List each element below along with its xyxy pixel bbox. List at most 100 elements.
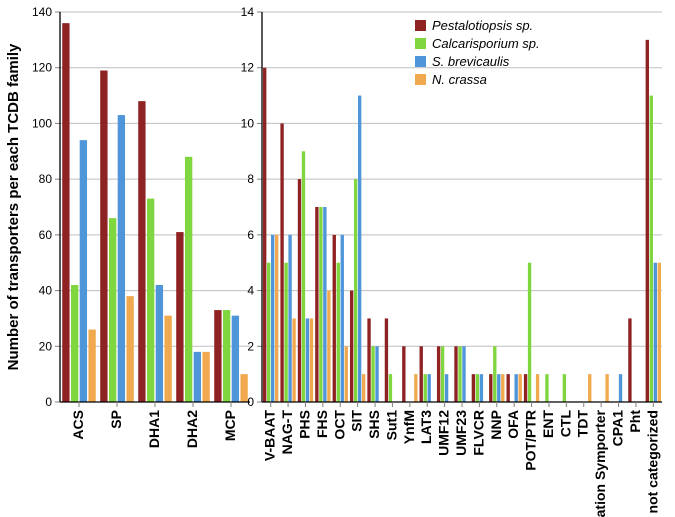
y-tick-label: 60 — [39, 228, 53, 242]
bar — [524, 374, 527, 402]
y-tick-label: 2 — [247, 339, 254, 353]
bar — [288, 235, 291, 402]
bar — [194, 352, 201, 402]
bar — [88, 330, 95, 402]
x-tick-label: OCT — [331, 410, 347, 440]
bar — [518, 374, 521, 402]
legend-label: Calcarisporium sp. — [432, 36, 540, 51]
x-tick-label: UMF23 — [453, 410, 469, 456]
x-tick-label: V-BAAT — [262, 410, 278, 462]
x-tick-label: DHA1 — [146, 410, 162, 448]
bar — [214, 310, 221, 402]
legend-swatch — [415, 74, 426, 85]
bar — [202, 352, 209, 402]
bar — [327, 291, 330, 402]
y-tick-label: 20 — [39, 339, 53, 353]
bar — [126, 296, 133, 402]
x-tick-label: SIT — [349, 410, 365, 432]
y-tick-label: 10 — [241, 116, 255, 130]
bar — [306, 318, 309, 402]
legend: Pestalotiopsis sp.Calcarisporium sp.S. b… — [415, 18, 540, 87]
bar — [605, 374, 608, 402]
legend-swatch — [415, 20, 426, 31]
bar — [367, 318, 370, 402]
bar — [445, 374, 448, 402]
bar — [389, 374, 392, 402]
bar — [563, 374, 566, 402]
x-tick-label: GPH:Cation Symporter — [592, 409, 608, 517]
bar — [350, 291, 353, 402]
bar — [118, 115, 125, 402]
y-tick-label: 140 — [32, 5, 52, 19]
bar — [323, 207, 326, 402]
x-tick-label: NNP — [488, 410, 504, 440]
y-tick-label: 120 — [32, 61, 52, 75]
y-tick-label: 100 — [32, 116, 52, 130]
bar — [275, 235, 278, 402]
bar — [71, 285, 78, 402]
bar — [454, 346, 457, 402]
x-tick-label: not categorized — [644, 410, 660, 513]
y-tick-label: 40 — [39, 284, 53, 298]
bar — [646, 40, 649, 402]
bar — [658, 263, 661, 402]
bar — [310, 318, 313, 402]
y-tick-label: 4 — [247, 284, 254, 298]
legend-label: Pestalotiopsis sp. — [432, 18, 533, 33]
bar — [319, 207, 322, 402]
x-tick-label: Pht — [627, 410, 643, 433]
bar — [337, 263, 340, 402]
bar — [501, 374, 504, 402]
bar — [472, 374, 475, 402]
bar — [650, 96, 653, 402]
x-tick-label: FLVCR — [470, 410, 486, 456]
legend-label: N. crassa — [432, 72, 487, 87]
bar — [100, 71, 107, 403]
bar — [545, 374, 548, 402]
bar — [176, 232, 183, 402]
x-tick-label: NAG-T — [279, 410, 295, 455]
x-tick-label: ACS — [70, 410, 86, 440]
bar — [362, 374, 365, 402]
x-tick-label: CTL — [557, 410, 573, 438]
bar — [354, 179, 357, 402]
x-tick-label: PHS — [296, 410, 312, 439]
y-tick-label: 80 — [39, 172, 53, 186]
bar — [375, 346, 378, 402]
x-tick-label: TDT — [575, 410, 591, 438]
bar — [462, 346, 465, 402]
bar — [80, 140, 87, 402]
bar — [280, 123, 283, 402]
bar — [341, 235, 344, 402]
bar — [493, 346, 496, 402]
bar — [476, 374, 479, 402]
x-tick-label: POT/PTR — [523, 410, 539, 471]
bar — [164, 316, 171, 402]
legend-swatch — [415, 56, 426, 67]
bar — [628, 318, 631, 402]
bar — [428, 374, 431, 402]
bar — [588, 374, 591, 402]
bar — [232, 316, 239, 402]
bar — [298, 179, 301, 402]
y-tick-label: 0 — [45, 395, 52, 409]
bar — [458, 346, 461, 402]
bar — [441, 346, 444, 402]
bar — [292, 318, 295, 402]
bar — [536, 374, 539, 402]
bar — [315, 207, 318, 402]
bar — [424, 374, 427, 402]
bar — [185, 157, 192, 402]
panel-left: 020406080100120140ACSSPDHA1DHA2MCP — [32, 5, 250, 448]
y-tick-label: 8 — [247, 172, 254, 186]
x-tick-label: UMF12 — [436, 410, 452, 456]
x-tick-label: FHS — [314, 410, 330, 438]
tcdb-transporter-chart: 020406080100120140ACSSPDHA1DHA2MCP024681… — [0, 0, 675, 517]
bar — [480, 374, 483, 402]
bar — [147, 199, 154, 402]
bar — [414, 374, 417, 402]
bar — [223, 310, 230, 402]
bar — [156, 285, 163, 402]
x-tick-label: LAT3 — [418, 410, 434, 444]
bar — [263, 68, 266, 402]
